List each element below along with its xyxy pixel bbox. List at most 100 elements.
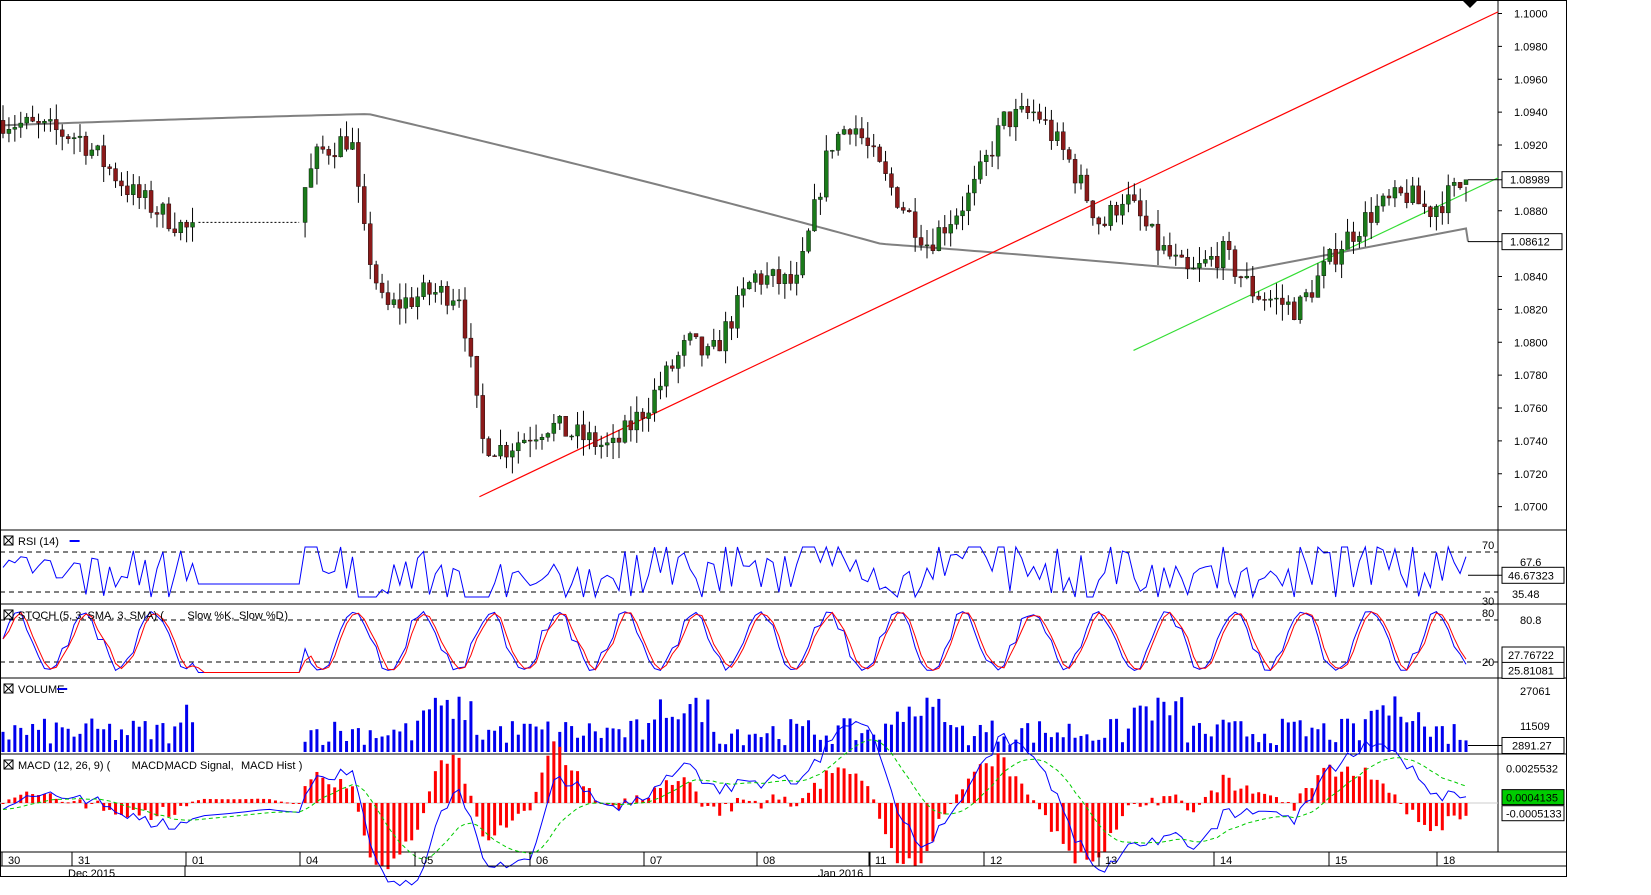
macd-hist-bar xyxy=(1280,802,1284,804)
macd-hist-bar xyxy=(587,788,591,803)
macd-hist-bar xyxy=(605,803,609,805)
rsi-line xyxy=(2,545,1467,599)
volume-bar xyxy=(1434,726,1438,752)
macd-hist-bar xyxy=(173,803,177,815)
volume-bar xyxy=(866,729,870,752)
macd-hist-bar xyxy=(1251,793,1255,803)
volume-bar xyxy=(1192,725,1196,752)
volume-bar xyxy=(1174,701,1178,752)
macd-hist-bar xyxy=(931,803,935,842)
volume-bar xyxy=(925,697,929,752)
candle-body xyxy=(794,274,799,284)
volume-bar xyxy=(333,721,337,752)
macd-hist-bar xyxy=(386,803,390,870)
macd-hist-bar xyxy=(759,803,763,809)
volume-bar xyxy=(895,711,899,752)
candle-body xyxy=(1315,275,1321,298)
price-tick-label: 1.0760 xyxy=(1514,403,1548,415)
volume-bar xyxy=(1363,719,1367,752)
volume-bar xyxy=(658,699,662,752)
moving-average-line xyxy=(2,113,1469,272)
candle-body xyxy=(1203,259,1208,264)
macd-hist-bar xyxy=(279,801,283,803)
volume-bar xyxy=(108,723,112,752)
volume-bar xyxy=(303,741,307,752)
volume-bar xyxy=(416,720,420,752)
candle-body xyxy=(1215,256,1220,268)
candle-body xyxy=(723,321,728,352)
macd-hist-bar xyxy=(185,803,189,807)
candle-body xyxy=(113,168,118,182)
candle-body xyxy=(1143,215,1149,227)
candle-body xyxy=(889,173,894,188)
rsi-axis-label: 67.6 xyxy=(1520,557,1541,569)
macd-hist-current-label: -0.0005133 xyxy=(1506,809,1562,821)
macd-hist-bar xyxy=(653,787,657,803)
ma-value-label-box xyxy=(1501,233,1563,251)
macd-hist-bar xyxy=(48,793,52,803)
macd-hist-bar xyxy=(143,803,147,811)
macd-hist-bar xyxy=(1026,794,1030,803)
candle-body xyxy=(1232,249,1238,277)
candle-body xyxy=(1102,223,1107,226)
volume-bar xyxy=(801,726,805,752)
candle-body xyxy=(338,136,343,158)
volume-bar xyxy=(1428,736,1432,752)
volume-bar xyxy=(451,718,455,752)
volume-bar xyxy=(1032,742,1036,752)
macd-hist-bar xyxy=(451,754,455,803)
macd-hist-bar xyxy=(1132,803,1136,804)
macd-hist-bar xyxy=(611,803,615,806)
macd-hist-bar xyxy=(795,803,799,807)
volume-bar xyxy=(368,730,372,752)
macd-line xyxy=(2,720,1467,887)
price-tick-label: 1.0820 xyxy=(1514,304,1548,316)
macd-hist-bar xyxy=(487,803,491,841)
volume-bar xyxy=(339,730,343,752)
macd-hist-bar xyxy=(1369,779,1373,803)
volume-bar xyxy=(475,734,479,752)
macd-hist-bar xyxy=(422,803,426,814)
candle-body xyxy=(1280,297,1285,305)
macd-hist-bar xyxy=(339,779,343,803)
macd-hist-bar xyxy=(1393,794,1397,803)
macd-hist-bar xyxy=(333,787,337,803)
macd-hist-bar xyxy=(670,784,674,803)
macd-hist-bar xyxy=(262,798,266,803)
macd-hist-bar xyxy=(765,800,769,803)
macd-hist-bar xyxy=(1375,779,1379,803)
volume-bar xyxy=(641,739,645,752)
candle-body xyxy=(865,137,870,146)
macd-hist-bar xyxy=(1,803,5,804)
macd-hist-bar xyxy=(1014,776,1018,803)
volume-bar xyxy=(522,723,526,752)
macd-hist-bar xyxy=(232,799,236,803)
price-tick-label: 1.0720 xyxy=(1514,469,1548,481)
volume-bar xyxy=(647,723,651,752)
candle-body xyxy=(1250,275,1255,297)
volume-bar xyxy=(350,729,354,752)
macd-hist-bar xyxy=(374,803,378,865)
volume-bar xyxy=(487,729,491,752)
macd-panel-title: MACD, xyxy=(132,760,167,772)
stoch-level-label: 80 xyxy=(1482,608,1494,620)
volume-bar xyxy=(724,744,728,752)
macd-hist-bar xyxy=(268,799,272,803)
macd-hist-bar xyxy=(955,794,959,803)
candle-body xyxy=(1007,111,1013,128)
macd-hist-bar xyxy=(919,803,923,864)
macd-hist-bar xyxy=(1417,803,1421,823)
macd-hist-bar xyxy=(244,799,248,803)
macd-hist-bar xyxy=(842,768,846,803)
volume-bar xyxy=(830,743,834,752)
volume-bar xyxy=(78,733,82,752)
macd-hist-bar xyxy=(469,795,473,803)
macd-hist-bar xyxy=(943,803,947,815)
volume-bar xyxy=(345,741,349,752)
volume-bar xyxy=(31,723,35,752)
volume-bar xyxy=(1423,726,1427,752)
candle-body xyxy=(1428,206,1433,217)
volume-bar xyxy=(653,719,657,752)
volume-bar xyxy=(623,737,627,752)
